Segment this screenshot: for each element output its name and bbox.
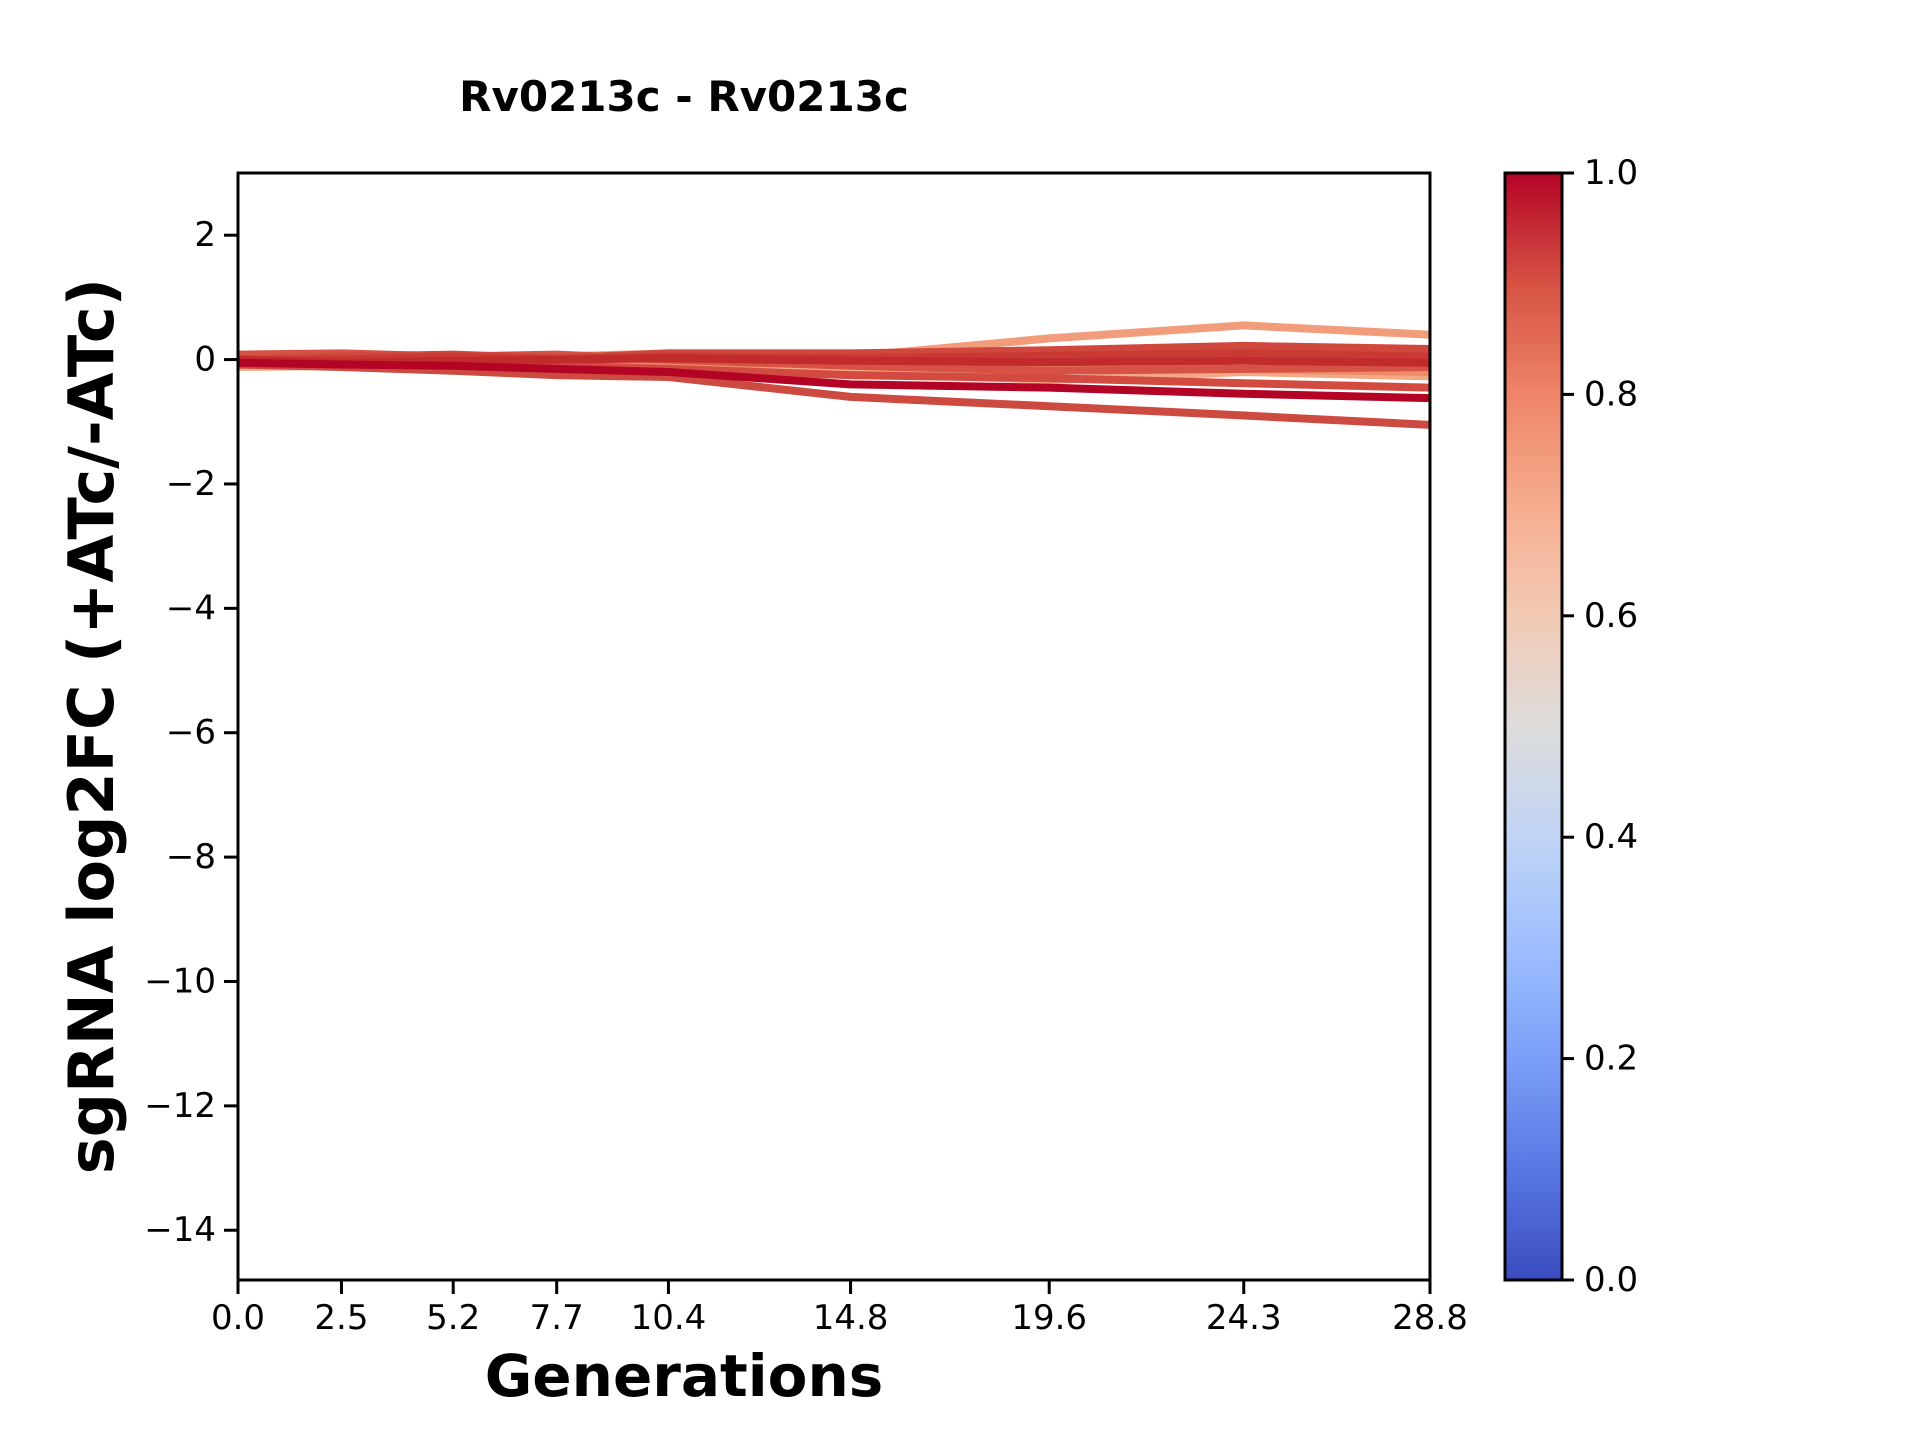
series-line-sgRNA-09 [238, 358, 1430, 403]
y-tick-label: −12 [144, 1086, 216, 1126]
series-lines [238, 321, 1430, 429]
chart-title: Rv0213c - Rv0213c [459, 72, 909, 121]
y-tick-label: 0 [194, 340, 216, 380]
y-tick-label: 2 [194, 215, 216, 255]
x-tick-label: 0.0 [211, 1298, 265, 1338]
colorbar-gradient [1505, 173, 1562, 1280]
colorbar-border [1503, 171, 1564, 1282]
x-tick-label: 19.6 [1011, 1298, 1087, 1338]
plot-border [236, 171, 1432, 1282]
y-tick-label: −2 [166, 464, 216, 504]
y-tick-label: −4 [166, 588, 216, 628]
x-tick-label: 14.8 [813, 1298, 889, 1338]
colorbar-tick-label: 0.4 [1584, 817, 1638, 857]
x-tick-label: 5.2 [426, 1298, 480, 1338]
colorbar-tick-label: 0.8 [1584, 374, 1638, 414]
colorbar-tick-label: 1.0 [1584, 153, 1638, 193]
x-tick-label: 28.8 [1392, 1298, 1468, 1338]
y-tick-label: −8 [166, 837, 216, 877]
colorbar-tick-label: 0.0 [1584, 1260, 1638, 1300]
colorbar-tick-label: 0.2 [1584, 1039, 1638, 1079]
y-axis-label-container: sgRNA log2FC (+ATc/-ATc) [36, 173, 146, 1280]
y-tick-label: −14 [144, 1210, 216, 1250]
y-tick-label: −10 [144, 961, 216, 1001]
y-axis-label: sgRNA log2FC (+ATc/-ATc) [54, 278, 128, 1175]
y-tick-label: −6 [166, 713, 216, 753]
x-tick-label: 24.3 [1206, 1298, 1282, 1338]
x-tick-label: 7.7 [530, 1298, 584, 1338]
colorbar-tick-label: 0.6 [1584, 596, 1638, 636]
x-tick-label: 2.5 [314, 1298, 368, 1338]
x-axis-label: Generations [484, 1342, 884, 1410]
x-tick-label: 10.4 [631, 1298, 707, 1338]
